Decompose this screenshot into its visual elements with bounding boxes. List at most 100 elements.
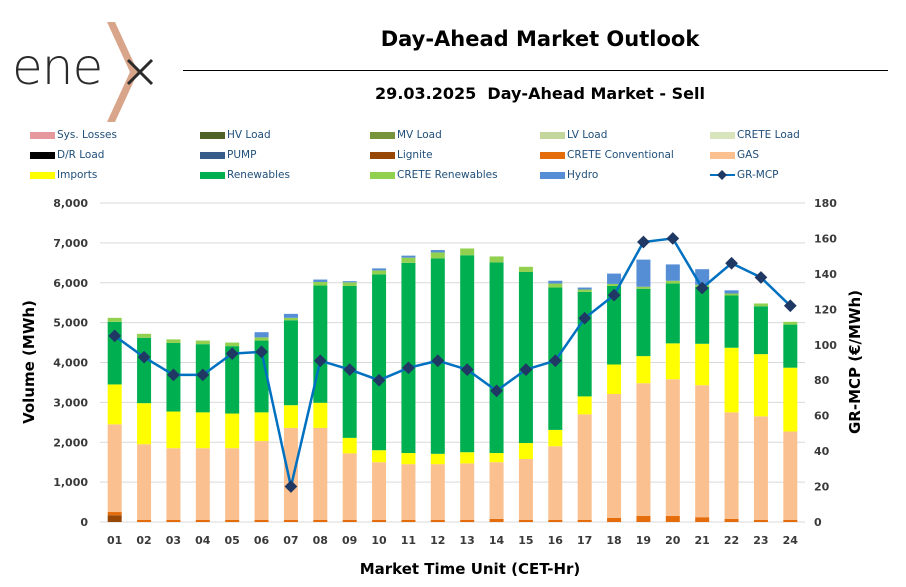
legend-swatch bbox=[200, 171, 225, 179]
bar-segment-renewables bbox=[783, 324, 798, 368]
bar-segment-imports bbox=[783, 367, 798, 432]
bar-segment-hydro bbox=[430, 250, 445, 253]
x-tick-label: 04 bbox=[195, 534, 211, 547]
x-tick-label: 21 bbox=[695, 534, 710, 547]
bar-segment-imports bbox=[342, 437, 357, 454]
bar-segment-crete-renewables bbox=[518, 266, 533, 272]
legend-swatch bbox=[710, 131, 735, 139]
y2-tick-label: 0 bbox=[814, 516, 822, 529]
y-tick-label: 0 bbox=[80, 516, 88, 529]
bar-segment-crete-conventional bbox=[607, 518, 622, 522]
x-tick-label: 08 bbox=[313, 534, 328, 547]
bar-segment-crete-conventional bbox=[107, 512, 122, 516]
x-tick-label: 06 bbox=[254, 534, 270, 547]
bar-segment-hydro bbox=[577, 287, 592, 290]
bar-segment-gas bbox=[724, 412, 739, 519]
y2-tick-label: 120 bbox=[814, 303, 837, 316]
bar-segment-crete-renewables bbox=[577, 289, 592, 292]
bar-segment-crete-renewables bbox=[548, 283, 563, 288]
bar-segment-hydro bbox=[665, 264, 680, 281]
bar-segment-gas bbox=[489, 462, 504, 519]
bar-segment-crete-conventional bbox=[225, 520, 240, 522]
legend-item: GR-MCP bbox=[710, 168, 779, 182]
bar-segment-gas bbox=[254, 441, 269, 521]
bar-segment-crete-renewables bbox=[783, 321, 798, 325]
x-tick-label: 14 bbox=[489, 534, 505, 547]
gr-mcp-point bbox=[196, 368, 210, 382]
legend-swatch bbox=[200, 131, 225, 139]
legend-item: HV Load bbox=[200, 128, 271, 142]
y-tick-label: 6,000 bbox=[53, 277, 88, 290]
bar-segment-crete-renewables bbox=[636, 286, 651, 289]
gr-mcp-point bbox=[490, 384, 503, 398]
bar-segment-imports bbox=[283, 405, 298, 428]
legend-label: LV Load bbox=[567, 129, 608, 141]
gr-mcp-point bbox=[460, 363, 474, 376]
legend-swatch bbox=[540, 151, 565, 159]
bar-segment-crete-renewables bbox=[665, 280, 680, 284]
bar-segment-crete-renewables bbox=[342, 282, 357, 286]
bar-segment-renewables bbox=[695, 286, 710, 344]
bar-segment-renewables bbox=[372, 274, 387, 451]
bar-segment-crete-renewables bbox=[166, 339, 181, 343]
enex-logo: ene bbox=[10, 20, 170, 125]
legend-item: D/R Load bbox=[30, 148, 104, 162]
x-tick-label: 17 bbox=[577, 534, 592, 547]
bar-segment-imports bbox=[665, 343, 680, 380]
legend-label: CRETE Conventional bbox=[567, 149, 674, 161]
bar-segment-imports bbox=[372, 450, 387, 463]
bar-segment-imports bbox=[313, 402, 328, 428]
legend-swatch bbox=[30, 131, 55, 139]
bar-segment-gas bbox=[313, 427, 328, 521]
bar-segment-crete-renewables bbox=[724, 293, 739, 296]
bar-segment-crete-conventional bbox=[430, 520, 445, 522]
legend-label: Renewables bbox=[227, 169, 290, 181]
gr-mcp-point bbox=[167, 368, 180, 382]
bar-segment-crete-conventional bbox=[724, 518, 739, 522]
bar-segment-crete-conventional bbox=[577, 520, 592, 522]
bar-segment-crete-conventional bbox=[195, 520, 210, 522]
bar-segment-crete-renewables bbox=[107, 317, 122, 322]
bar-segment-crete-renewables bbox=[460, 248, 475, 256]
legend-swatch bbox=[540, 171, 565, 179]
bar-segment-gas bbox=[137, 444, 152, 521]
bar-segment-hydro bbox=[724, 290, 739, 294]
gr-mcp-point bbox=[284, 480, 298, 493]
x-tick-label: 13 bbox=[460, 534, 475, 547]
bar-segment-imports bbox=[107, 384, 122, 425]
logo-text: ene bbox=[12, 38, 103, 96]
bar-segment-crete-renewables bbox=[372, 270, 387, 275]
x-tick-label: 01 bbox=[107, 534, 122, 547]
bar-segment-crete-conventional bbox=[372, 520, 387, 522]
gr-mcp-point bbox=[255, 345, 268, 359]
y2-tick-label: 40 bbox=[814, 445, 830, 458]
bar-segment-crete-renewables bbox=[489, 256, 504, 263]
gr-mcp-line bbox=[113, 237, 792, 487]
x-tick-label: 07 bbox=[283, 534, 298, 547]
bar-segment-gas bbox=[107, 424, 122, 513]
legend-swatch bbox=[710, 151, 735, 159]
legend-item: Hydro bbox=[540, 168, 598, 182]
legend-swatch bbox=[540, 131, 565, 139]
bar-segment-imports bbox=[489, 453, 504, 463]
x-tick-label: 16 bbox=[548, 534, 564, 547]
x-tick-label: 22 bbox=[724, 534, 739, 547]
gr-mcp-point bbox=[137, 350, 151, 364]
y-axis-title: Volume (MWh) bbox=[20, 300, 38, 424]
y2-tick-label: 160 bbox=[814, 232, 837, 245]
x-axis-title: Market Time Unit (CET-Hr) bbox=[360, 560, 581, 578]
bar-segment-gas bbox=[607, 394, 622, 519]
bar-segment-crete-conventional bbox=[313, 520, 328, 522]
gr-mcp-point bbox=[372, 373, 386, 387]
y2-tick-label: 180 bbox=[814, 197, 837, 210]
legend-label: GR-MCP bbox=[737, 169, 779, 181]
bar-segment-renewables bbox=[724, 295, 739, 348]
legend-label: CRETE Load bbox=[737, 129, 800, 141]
bar-segment-crete-renewables bbox=[283, 317, 298, 321]
bar-segment-crete-conventional bbox=[342, 520, 357, 522]
x-tick-label: 15 bbox=[518, 534, 533, 547]
y-tick-label: 7,000 bbox=[53, 237, 88, 250]
x-tick-label: 12 bbox=[430, 534, 445, 547]
bar-segment-crete-conventional bbox=[137, 520, 152, 522]
y-tick-label: 3,000 bbox=[53, 396, 88, 409]
